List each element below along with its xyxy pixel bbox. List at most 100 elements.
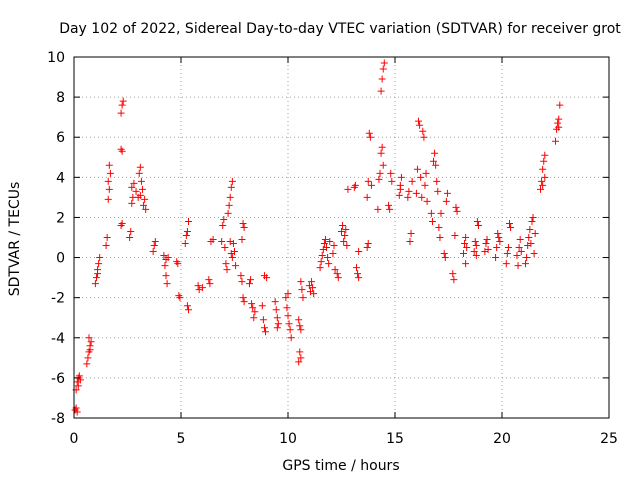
data-point: [496, 238, 504, 246]
data-point: [222, 260, 230, 268]
data-point: [318, 252, 326, 260]
data-point: [287, 334, 295, 342]
data-point: [224, 209, 232, 217]
data-point: [84, 354, 92, 362]
data-point: [427, 209, 435, 217]
data-point: [408, 177, 416, 185]
data-point: [227, 183, 235, 191]
data-point: [352, 264, 360, 272]
data-point: [484, 246, 492, 254]
data-point: [503, 250, 511, 258]
plot-frame: [73, 56, 610, 419]
data-point: [85, 334, 93, 342]
data-point: [94, 270, 102, 278]
data-point: [435, 223, 443, 231]
data-point: [449, 270, 457, 278]
data-point: [321, 236, 329, 244]
data-point: [416, 121, 424, 129]
y-tick-label: 10: [47, 50, 65, 66]
data-point: [106, 169, 114, 177]
data-point: [343, 242, 351, 250]
data-point: [249, 304, 257, 312]
data-point: [363, 244, 371, 252]
data-point: [226, 193, 234, 201]
data-point: [263, 274, 271, 282]
x-tick-label: 0: [70, 431, 79, 447]
data-point: [412, 189, 420, 197]
data-point: [91, 280, 99, 288]
data-point: [374, 205, 382, 213]
data-point: [229, 240, 237, 248]
data-point: [526, 225, 534, 233]
data-point: [309, 284, 317, 292]
data-point: [523, 254, 531, 262]
data-point: [355, 248, 363, 256]
data-point: [184, 217, 192, 225]
data-point: [286, 326, 294, 334]
y-tick-label: 6: [56, 130, 65, 146]
data-point: [102, 242, 110, 250]
data-point: [209, 236, 217, 244]
data-point: [396, 185, 404, 193]
data-point: [364, 240, 372, 248]
data-point: [176, 294, 184, 302]
data-point: [380, 59, 388, 67]
y-tick-labels: -8 -6 -4 -2 0 2 4 6 8 10: [47, 50, 65, 427]
data-point: [421, 181, 429, 189]
data-point: [375, 175, 383, 183]
data-point: [342, 225, 350, 233]
data-point: [555, 115, 563, 123]
data-point: [333, 270, 341, 278]
data-point: [137, 177, 145, 185]
data-point: [251, 308, 259, 316]
data-point: [325, 260, 333, 268]
x-tick-label: 20: [493, 431, 511, 447]
data-point: [181, 240, 189, 248]
data-point: [299, 294, 307, 302]
x-tick-label: 25: [600, 431, 618, 447]
data-point: [135, 169, 143, 177]
data-point: [379, 161, 387, 169]
data-point: [472, 252, 480, 260]
data-point: [220, 215, 228, 223]
axis-ticks: [73, 56, 610, 419]
data-point: [231, 248, 238, 256]
data-point: [296, 348, 304, 356]
data-point: [541, 173, 549, 181]
data-point: [103, 234, 111, 241]
data-point: [540, 157, 548, 165]
data-point: [367, 181, 375, 189]
data-point: [428, 217, 436, 225]
data-point: [130, 179, 138, 187]
data-point: [556, 101, 564, 109]
data-point: [330, 242, 338, 250]
data-point: [219, 221, 227, 229]
data-point: [282, 294, 290, 302]
data-point: [247, 276, 255, 284]
data-point: [351, 181, 359, 189]
data-point: [397, 173, 405, 181]
data-point: [245, 280, 253, 288]
data-point: [128, 199, 136, 207]
data-point: [329, 250, 337, 258]
data-point: [238, 236, 246, 244]
data-point: [377, 87, 385, 95]
data-point: [413, 165, 421, 173]
data-point: [132, 187, 140, 195]
data-point: [505, 219, 513, 227]
data-point: [105, 185, 113, 193]
data-point: [531, 229, 539, 237]
data-point: [470, 248, 478, 256]
data-point: [324, 254, 332, 262]
data-point: [285, 320, 293, 328]
data-point: [118, 101, 126, 109]
data-point: [334, 274, 342, 282]
data-point: [259, 316, 267, 324]
data-point: [514, 262, 522, 270]
data-point: [239, 294, 247, 302]
data-point: [183, 227, 191, 235]
data-point: [149, 248, 157, 256]
data-point: [104, 177, 112, 185]
data-point: [141, 195, 149, 203]
